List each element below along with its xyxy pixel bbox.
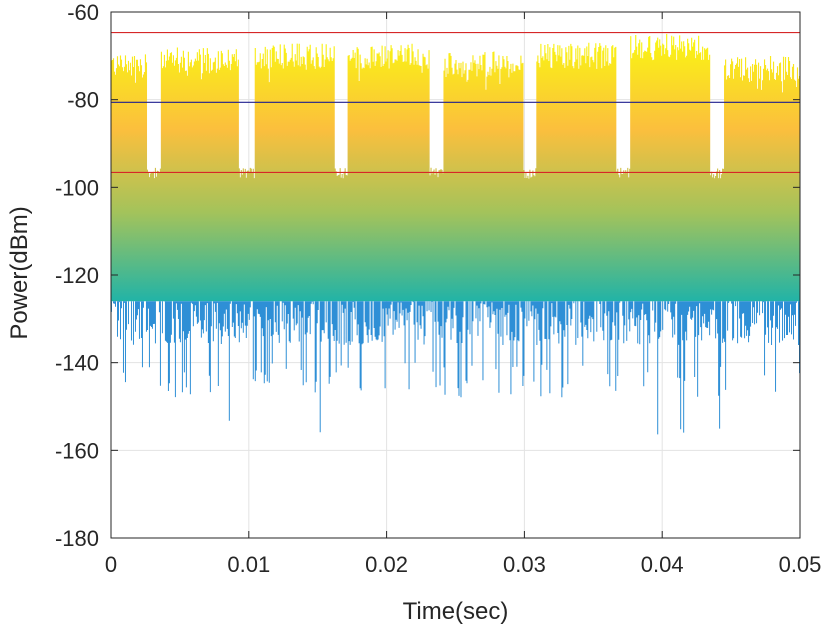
x-tick-label: 0 <box>105 552 117 577</box>
x-tick-label: 0.04 <box>641 552 684 577</box>
reference-lines <box>111 32 800 173</box>
y-tick-label: -60 <box>67 0 99 25</box>
signal-envelope <box>110 33 801 302</box>
x-tick-label: 0.01 <box>227 552 270 577</box>
y-tick-label: -180 <box>55 526 99 551</box>
ticks <box>110 11 801 539</box>
y-tick-label: -120 <box>55 263 99 288</box>
x-tick-label: 0.02 <box>365 552 408 577</box>
x-tick-label: 0.05 <box>779 552 822 577</box>
y-tick-label: -80 <box>67 88 99 113</box>
x-tick-label: 0.03 <box>503 552 546 577</box>
x-axis-label: Time(sec) <box>403 598 509 625</box>
y-tick-label: -160 <box>55 438 99 463</box>
y-tick-labels: -180 -160 -140 -120 -100 -80 -60 <box>55 0 99 551</box>
y-tick-label: -100 <box>55 175 99 200</box>
x-tick-labels: 0 0.01 0.02 0.03 0.04 0.05 <box>105 552 822 577</box>
y-tick-label: -140 <box>55 351 99 376</box>
y-axis-label: Power(dBm) <box>6 206 33 339</box>
